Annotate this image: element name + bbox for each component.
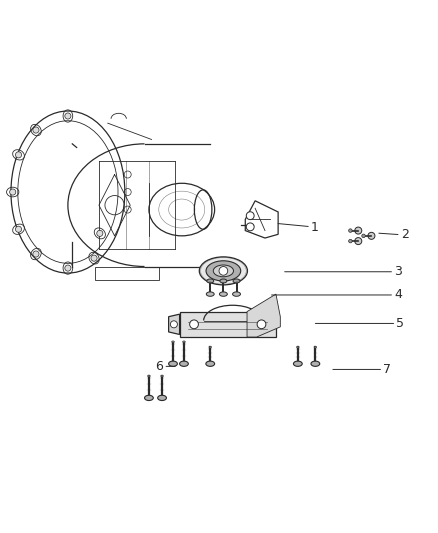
Ellipse shape xyxy=(172,341,174,343)
Circle shape xyxy=(15,152,21,158)
Ellipse shape xyxy=(314,346,317,348)
Text: 5: 5 xyxy=(315,317,404,330)
Ellipse shape xyxy=(213,265,233,277)
Circle shape xyxy=(33,251,39,257)
Circle shape xyxy=(219,266,228,275)
Circle shape xyxy=(257,320,266,329)
Circle shape xyxy=(33,127,39,133)
Ellipse shape xyxy=(206,361,215,366)
Ellipse shape xyxy=(220,279,227,283)
Ellipse shape xyxy=(311,361,320,366)
Ellipse shape xyxy=(148,375,150,377)
Text: 2: 2 xyxy=(379,229,409,241)
Polygon shape xyxy=(180,312,276,337)
Ellipse shape xyxy=(207,279,214,283)
Circle shape xyxy=(368,232,375,239)
Ellipse shape xyxy=(161,375,163,377)
Circle shape xyxy=(91,255,97,261)
Circle shape xyxy=(355,238,362,245)
Circle shape xyxy=(170,321,177,328)
Text: 3: 3 xyxy=(285,265,402,278)
Circle shape xyxy=(349,239,352,243)
Ellipse shape xyxy=(206,292,214,296)
Ellipse shape xyxy=(158,395,166,400)
Circle shape xyxy=(190,320,198,329)
Polygon shape xyxy=(247,294,280,337)
Ellipse shape xyxy=(297,346,299,348)
Circle shape xyxy=(97,230,103,237)
Ellipse shape xyxy=(169,361,177,366)
Circle shape xyxy=(355,227,362,234)
Text: 1: 1 xyxy=(278,221,319,233)
Circle shape xyxy=(65,113,71,119)
Ellipse shape xyxy=(206,261,241,281)
Circle shape xyxy=(10,189,16,195)
Circle shape xyxy=(349,229,352,232)
Ellipse shape xyxy=(233,292,240,296)
Ellipse shape xyxy=(183,341,185,343)
Ellipse shape xyxy=(293,361,302,366)
Circle shape xyxy=(65,265,71,271)
Ellipse shape xyxy=(233,279,240,283)
Circle shape xyxy=(246,212,254,220)
Polygon shape xyxy=(169,314,180,335)
Text: 6: 6 xyxy=(155,360,175,373)
Ellipse shape xyxy=(145,395,153,400)
Ellipse shape xyxy=(219,292,227,296)
Circle shape xyxy=(246,223,254,231)
Text: 7: 7 xyxy=(333,363,391,376)
Ellipse shape xyxy=(180,361,188,366)
Circle shape xyxy=(15,226,21,232)
Text: 4: 4 xyxy=(272,288,402,302)
Circle shape xyxy=(362,234,365,238)
Ellipse shape xyxy=(199,257,247,285)
Ellipse shape xyxy=(209,346,212,348)
